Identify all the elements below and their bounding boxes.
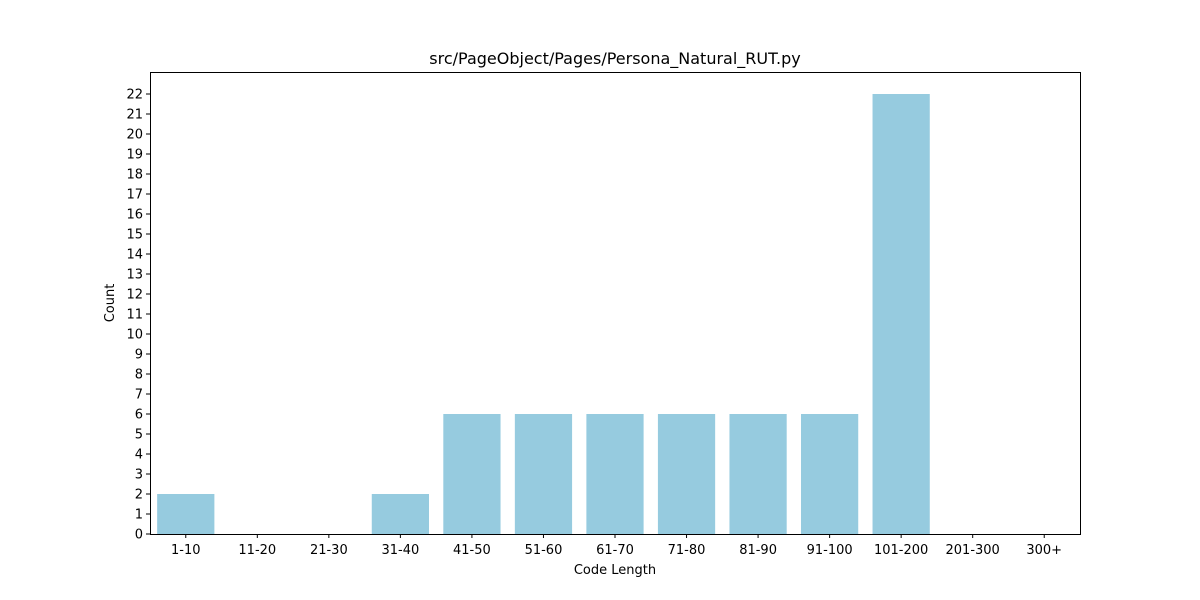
y-tick-label: 3: [135, 468, 143, 483]
bar-41-50: [443, 414, 501, 534]
chart-title: src/PageObject/Pages/Persona_Natural_RUT…: [429, 49, 800, 69]
y-tick-label: 5: [135, 428, 143, 443]
y-tick-label: 12: [126, 288, 143, 303]
y-tick-label: 1: [135, 508, 143, 523]
bar-1-10: [157, 494, 215, 534]
y-tick-label: 21: [126, 108, 143, 123]
bar-91-100: [801, 414, 859, 534]
x-tick-label: 300+: [1026, 543, 1062, 558]
y-tick-label: 4: [135, 448, 143, 463]
y-tick-label: 17: [126, 188, 143, 203]
y-tick-label: 6: [135, 408, 143, 423]
x-tick-label: 21-30: [310, 543, 348, 558]
x-tick-label: 91-100: [807, 543, 853, 558]
y-tick-label: 18: [126, 168, 143, 183]
x-tick-label: 51-60: [525, 543, 563, 558]
x-tick-label: 201-300: [946, 543, 1000, 558]
bar-61-70: [586, 414, 644, 534]
bar-81-90: [729, 414, 787, 534]
bar-31-40: [371, 494, 429, 534]
x-tick-label: 41-50: [453, 543, 491, 558]
y-tick-label: 8: [135, 368, 143, 383]
x-tick-label: 71-80: [668, 543, 706, 558]
x-tick-label: 1-10: [171, 543, 201, 558]
x-tick-label: 81-90: [739, 543, 777, 558]
y-tick-label: 0: [135, 528, 143, 543]
y-tick-label: 10: [126, 328, 143, 343]
y-tick-label: 7: [135, 388, 143, 403]
y-axis-label: Count: [103, 284, 118, 323]
y-tick-label: 22: [126, 88, 143, 103]
bar-101-200: [872, 94, 930, 534]
y-tick-label: 11: [126, 308, 143, 323]
x-tick-label: 101-200: [874, 543, 928, 558]
y-tick-label: 2: [135, 488, 143, 503]
y-tick-label: 15: [126, 228, 143, 243]
bar-71-80: [657, 414, 716, 534]
x-tick-label: 11-20: [238, 543, 276, 558]
y-tick-label: 9: [135, 348, 143, 363]
bars-group: [157, 94, 930, 534]
y-tick-label: 16: [126, 208, 143, 223]
bar-51-60: [514, 414, 573, 534]
y-tick-label: 19: [126, 148, 143, 163]
x-axis-label: Code Length: [574, 563, 656, 578]
x-axis: 1-10 11-20 21-30 31-40 41-50 51-60 61-70 71-80 8…: [171, 534, 1062, 558]
y-tick-label: 14: [126, 248, 143, 263]
y-tick-label: 13: [126, 268, 143, 283]
x-tick-label: 31-40: [381, 543, 419, 558]
y-tick-label: 20: [126, 128, 143, 143]
x-tick-label: 61-70: [596, 543, 634, 558]
